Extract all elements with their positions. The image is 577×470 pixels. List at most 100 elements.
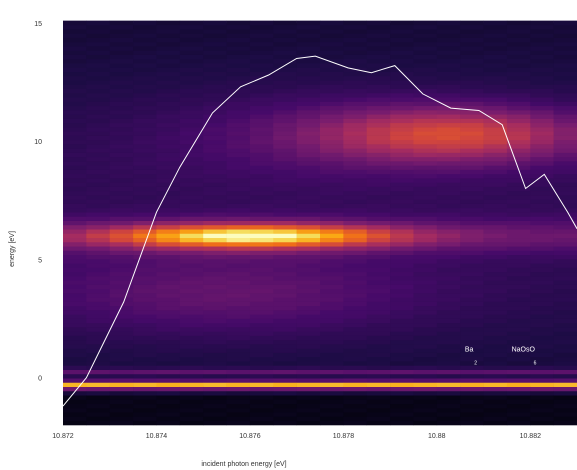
heatmap-cell	[296, 327, 321, 332]
heatmap-cell	[273, 378, 297, 383]
heatmap-cell	[460, 203, 484, 209]
heatmap-cell	[63, 63, 87, 68]
heatmap-cell	[226, 301, 251, 307]
heatmap-cell	[460, 322, 484, 328]
heatmap-cell	[86, 356, 111, 362]
heatmap-cell	[320, 178, 344, 183]
heatmap-cell	[273, 207, 297, 213]
heatmap-cell	[63, 24, 87, 30]
heatmap-cell	[86, 412, 111, 417]
x-tick-label: 10.872	[52, 433, 74, 440]
heatmap-cell	[226, 407, 251, 413]
heatmap-cell	[249, 135, 274, 141]
heatmap-cell	[460, 182, 484, 187]
heatmap-cell	[460, 135, 484, 141]
heatmap-cell	[413, 382, 438, 387]
heatmap-cell	[553, 37, 577, 43]
heatmap-cell	[483, 199, 508, 204]
heatmap-cell	[530, 233, 554, 239]
heatmap-cell	[390, 348, 414, 353]
heatmap-cell	[179, 361, 204, 366]
heatmap-cell	[530, 310, 554, 315]
heatmap-cell	[390, 395, 414, 400]
heatmap-cell	[133, 29, 157, 34]
heatmap-cell	[226, 161, 251, 166]
heatmap-cell	[203, 84, 227, 90]
heatmap-cell	[530, 250, 554, 256]
heatmap-cell	[133, 254, 157, 260]
heatmap-cell	[296, 190, 321, 196]
heatmap-cell	[133, 267, 157, 273]
heatmap-cell	[436, 135, 461, 141]
heatmap-cell	[109, 352, 134, 358]
heatmap-cell	[133, 182, 157, 187]
heatmap-cell	[413, 229, 438, 234]
heatmap-cell	[366, 318, 391, 324]
heatmap-cell	[133, 314, 157, 319]
heatmap-cell	[506, 352, 531, 358]
heatmap-cell	[460, 233, 484, 239]
heatmap-cell	[553, 373, 577, 379]
heatmap-cell	[366, 41, 391, 47]
heatmap-cell	[436, 420, 461, 426]
heatmap-cell	[530, 161, 554, 166]
heatmap-cell	[63, 327, 87, 332]
heatmap-cell	[436, 122, 461, 128]
heatmap-cell	[296, 71, 321, 77]
heatmap-cell	[506, 67, 531, 73]
heatmap-cell	[530, 80, 554, 85]
heatmap-cell	[133, 135, 157, 141]
heatmap-cell	[63, 148, 87, 153]
heatmap-cell	[273, 373, 297, 379]
heatmap-cell	[249, 195, 274, 200]
heatmap-cell	[343, 148, 368, 153]
heatmap-cell	[413, 24, 438, 30]
heatmap-cell	[343, 135, 368, 141]
heatmap-cell	[273, 229, 297, 234]
heatmap-cell	[249, 24, 274, 30]
heatmap-cell	[366, 169, 391, 175]
heatmap-cell	[390, 399, 414, 405]
heatmap-cell	[296, 173, 321, 179]
heatmap-cell	[530, 403, 554, 409]
heatmap-cell	[86, 203, 111, 209]
heatmap-cell	[226, 135, 251, 141]
heatmap-cell	[86, 190, 111, 196]
heatmap-cell	[320, 314, 344, 319]
heatmap-cell	[86, 284, 111, 290]
heatmap-cell	[506, 156, 531, 162]
heatmap-cell	[413, 46, 438, 51]
heatmap-cell	[320, 54, 344, 60]
heatmap-cell	[320, 361, 344, 366]
heatmap-cell	[179, 267, 204, 273]
heatmap-cell	[483, 301, 508, 307]
heatmap-cell	[156, 50, 181, 55]
heatmap-cell	[530, 20, 554, 26]
heatmap-cell	[226, 254, 251, 260]
heatmap-cell	[273, 416, 297, 422]
heatmap-cell	[436, 390, 461, 396]
heatmap-cell	[296, 246, 321, 251]
heatmap-cell	[343, 335, 368, 341]
heatmap-cell	[133, 54, 157, 60]
heatmap-cell	[436, 241, 461, 247]
heatmap-cell	[109, 148, 134, 153]
heatmap-cell	[483, 254, 508, 260]
heatmap-cell	[86, 220, 111, 226]
heatmap-cell	[203, 178, 227, 183]
heatmap-cell	[203, 54, 227, 60]
heatmap-cell	[86, 139, 111, 145]
heatmap-cell	[343, 161, 368, 166]
heatmap-cell	[366, 327, 391, 332]
heatmap-cell	[156, 24, 181, 30]
heatmap-cell	[436, 288, 461, 294]
heatmap-cell	[86, 416, 111, 422]
heatmap-cell	[483, 331, 508, 336]
heatmap-cell	[296, 84, 321, 90]
heatmap-cell	[226, 331, 251, 336]
heatmap-cell	[203, 182, 227, 187]
heatmap-cell	[296, 237, 321, 243]
heatmap-cell	[366, 293, 391, 298]
heatmap-cell	[483, 33, 508, 38]
heatmap-cell	[436, 237, 461, 243]
